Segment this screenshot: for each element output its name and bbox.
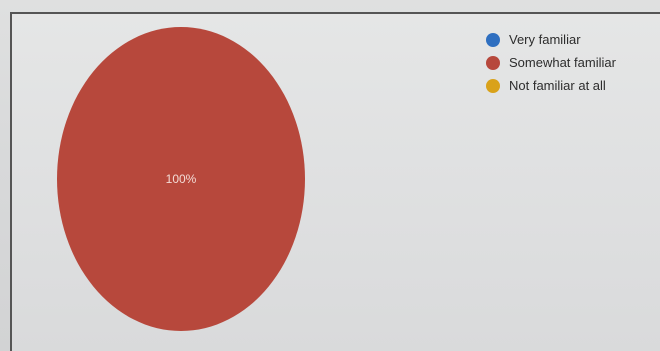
legend-swatch-somewhat-familiar — [486, 55, 500, 70]
legend-item-not-familiar-at-all[interactable]: Not familiar at all — [486, 74, 656, 97]
legend-swatch-not-familiar-at-all — [486, 78, 500, 93]
legend-label-very-familiar: Very familiar — [509, 32, 581, 47]
pie-slice-somewhat-familiar[interactable] — [57, 27, 305, 331]
pie-label-somewhat-familiar: 100% — [166, 172, 197, 186]
legend-label-somewhat-familiar: Somewhat familiar — [509, 55, 616, 70]
pie-slices — [57, 27, 305, 331]
legend-swatch-very-familiar — [486, 32, 500, 47]
legend-item-very-familiar[interactable]: Very familiar — [486, 28, 656, 51]
pie-data-labels: 100% — [166, 172, 197, 186]
chart-legend: Very familiar Somewhat familiar Not fami… — [486, 28, 656, 97]
legend-item-somewhat-familiar[interactable]: Somewhat familiar — [486, 51, 656, 74]
legend-label-not-familiar-at-all: Not familiar at all — [509, 78, 606, 93]
